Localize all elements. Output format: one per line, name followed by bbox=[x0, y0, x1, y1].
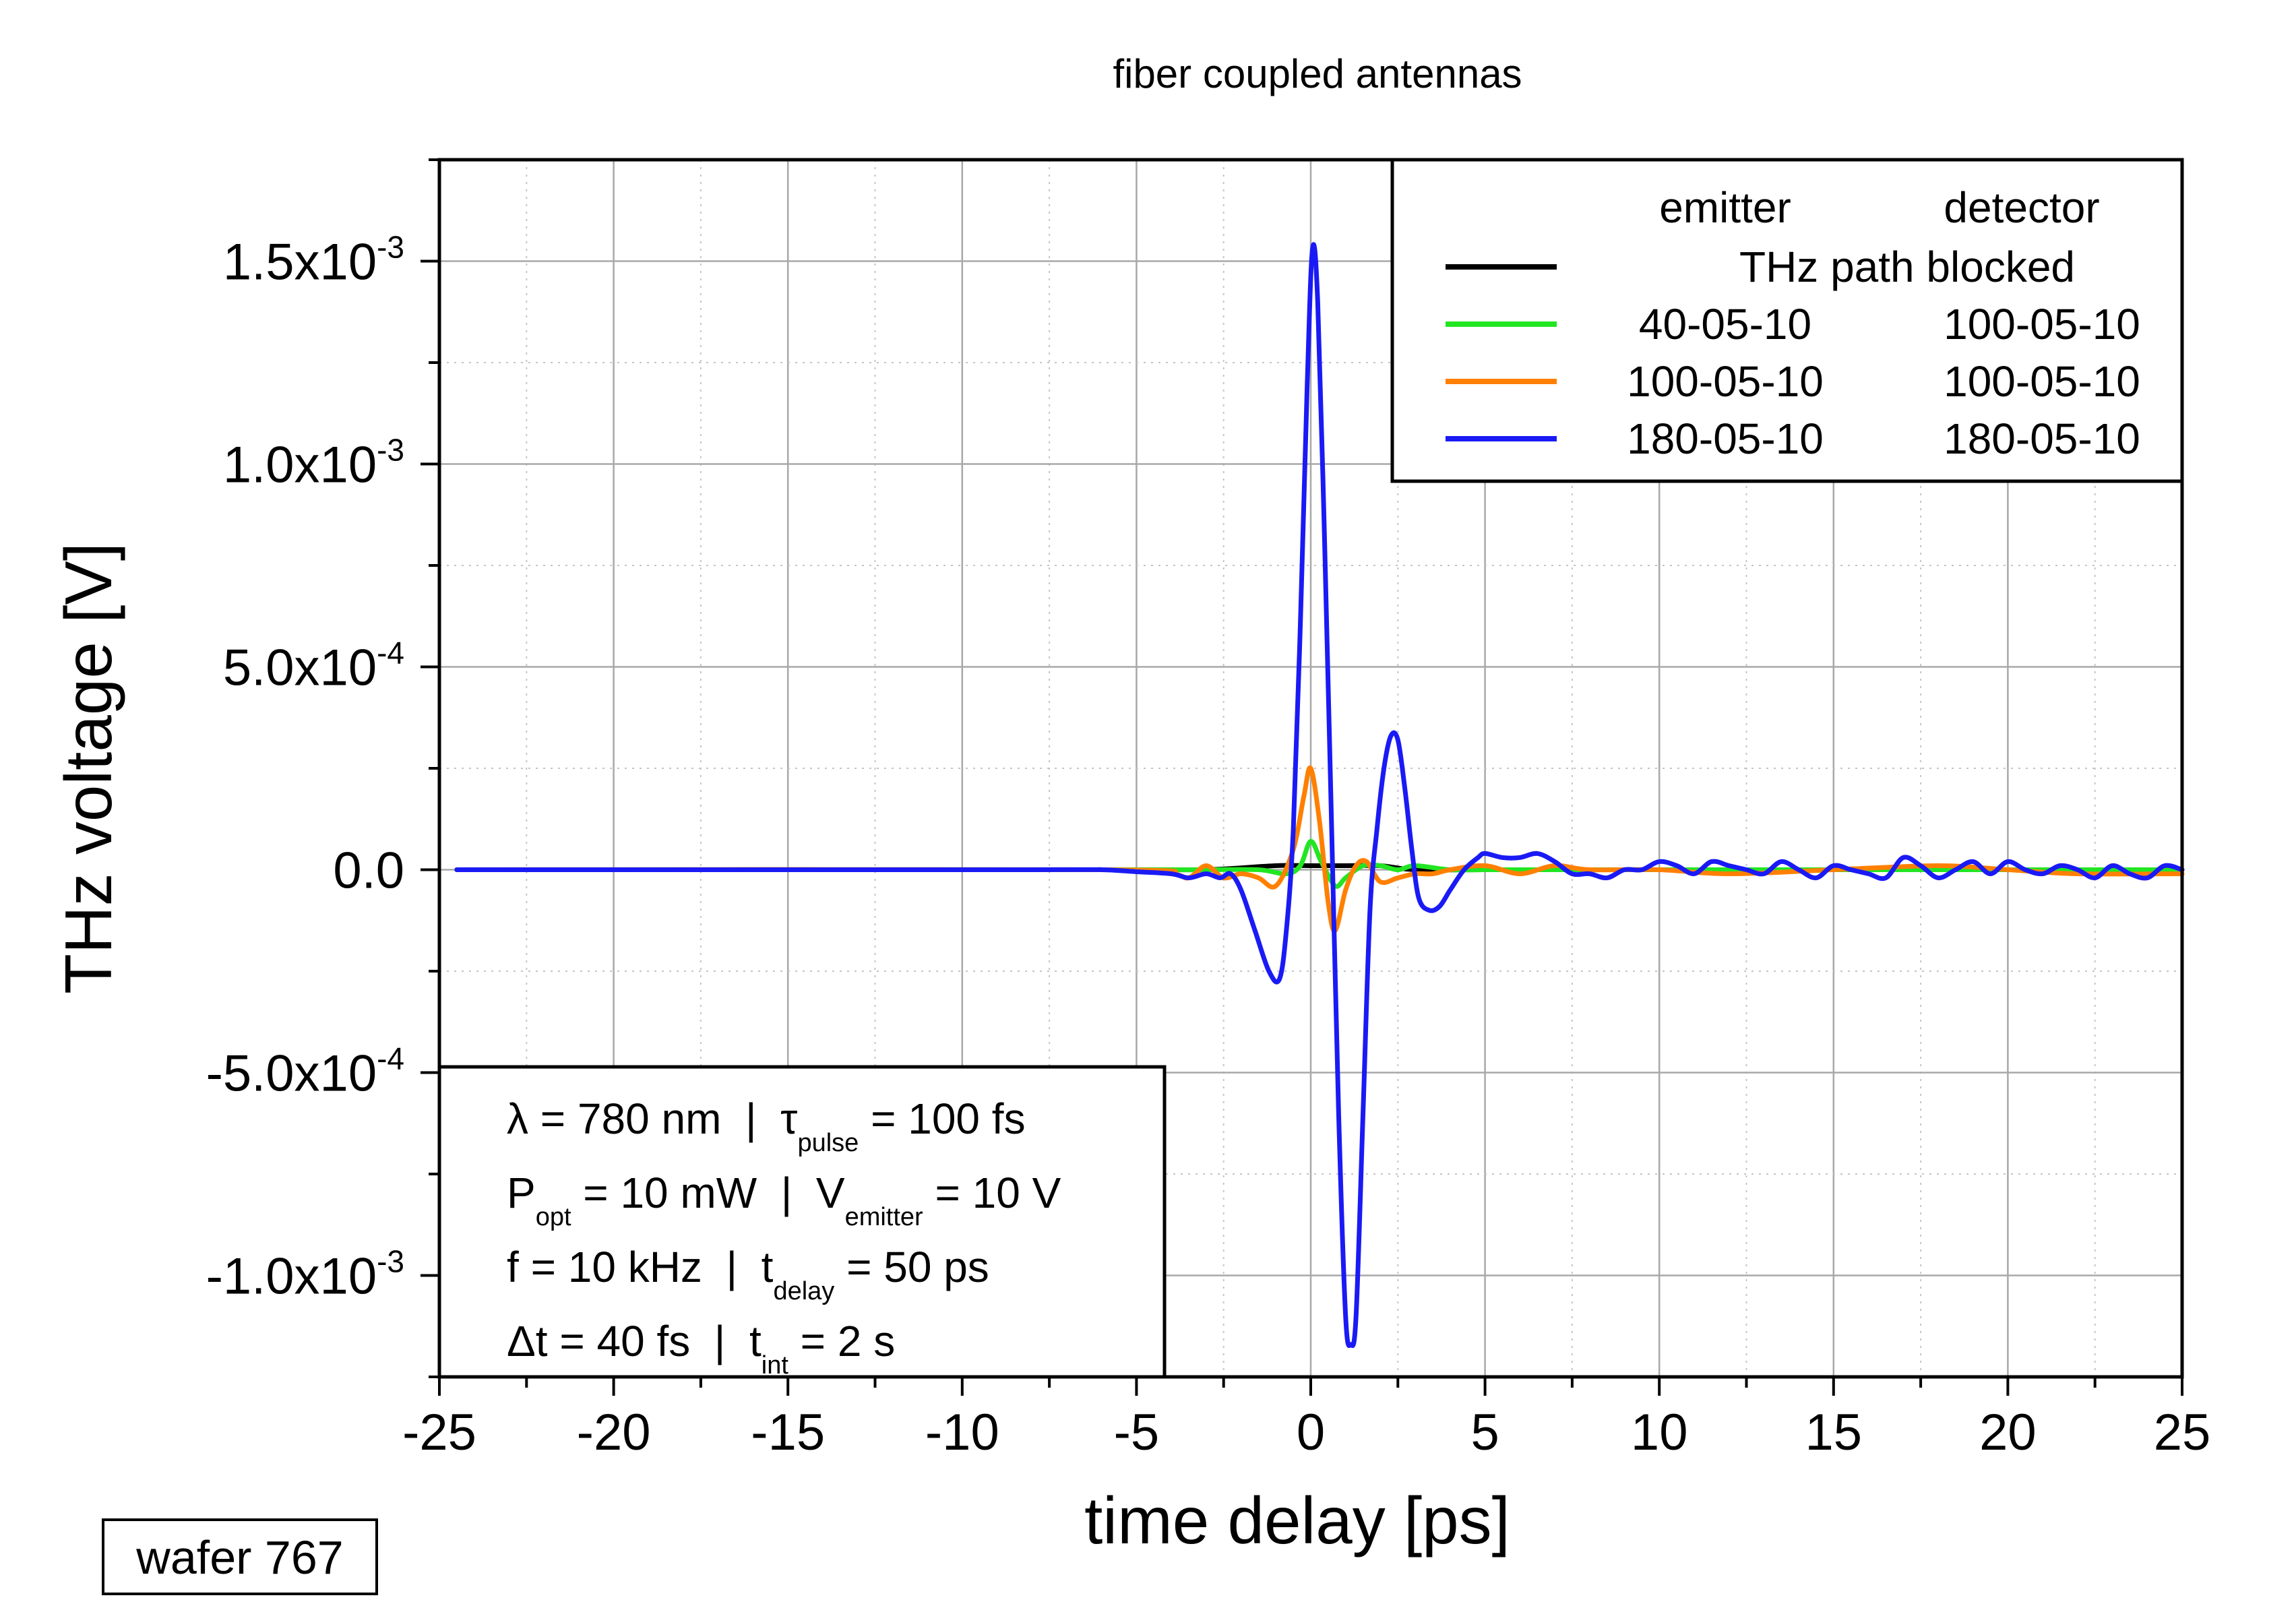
parameter-line: f = 10 kHz | tdelay = 50 ps bbox=[507, 1243, 989, 1305]
legend-box bbox=[1390, 158, 2184, 483]
x-tick-label: -15 bbox=[751, 1404, 825, 1461]
y-tick-label: 0.0 bbox=[333, 842, 404, 900]
x-tick-label: -10 bbox=[925, 1404, 999, 1461]
x-tick-label: 10 bbox=[1631, 1404, 1688, 1461]
axis-ticks: -25 -20 -15 -10 -5 0 5 10 15 20 25 1.5x10-3 1.0x10-3… bbox=[206, 158, 2211, 1461]
y-tick-label: 5.0x10-4 bbox=[223, 636, 404, 697]
legend-emitter-value: 100-05-10 bbox=[1627, 357, 1824, 406]
x-tick-label: -5 bbox=[1114, 1404, 1160, 1461]
series-line-3 bbox=[454, 242, 2185, 1349]
legend-emitter-value: 180-05-10 bbox=[1627, 414, 1824, 463]
parameter-line: λ = 780 nm | τpulse = 100 fs bbox=[507, 1094, 1026, 1157]
y-axis-title: THz voltage [V] bbox=[51, 543, 125, 994]
parameter-line: Popt = 10 mW | Vemitter = 10 V bbox=[507, 1169, 1061, 1231]
parameters-frame bbox=[437, 1065, 1167, 1379]
parameters-box: λ = 780 nm | τpulse = 100 fs Popt = 10 mW… bbox=[437, 1065, 1167, 1380]
series-layer bbox=[454, 242, 2185, 1349]
legend: emitter detector THz path blocked 40-05-10 1… bbox=[1390, 158, 2184, 483]
series-line-2 bbox=[454, 765, 2185, 933]
legend-emitter-value: 40-05-10 bbox=[1639, 300, 1811, 348]
x-axis-title: time delay [ps] bbox=[1084, 1483, 1510, 1557]
x-tick-label: 25 bbox=[2154, 1404, 2211, 1461]
legend-detector-value: 100-05-10 bbox=[1944, 300, 2140, 348]
x-tick-label: 5 bbox=[1470, 1404, 1499, 1461]
x-tick-label: 20 bbox=[1979, 1404, 2037, 1461]
x-tick-label: -25 bbox=[402, 1404, 476, 1461]
legend-detector-value: 180-05-10 bbox=[1944, 414, 2140, 463]
wafer-label-box: wafer 767 bbox=[102, 1518, 378, 1595]
y-tick-label: 1.0x10-3 bbox=[223, 433, 404, 494]
legend-header-emitter: emitter bbox=[1659, 183, 1791, 232]
y-tick-label: -5.0x10-4 bbox=[206, 1041, 404, 1103]
x-tick-label: 15 bbox=[1805, 1404, 1863, 1461]
legend-header-detector: detector bbox=[1944, 183, 2099, 232]
y-tick-label: -1.0x10-3 bbox=[206, 1244, 404, 1305]
x-tick-label: 0 bbox=[1297, 1404, 1325, 1461]
chart-title: fiber coupled antennas bbox=[1113, 51, 1522, 96]
legend-label: THz path blocked bbox=[1739, 243, 2075, 291]
x-tick-label: -20 bbox=[577, 1404, 651, 1461]
parameter-line: Δt = 40 fs | tint = 2 s bbox=[507, 1317, 895, 1380]
y-tick-label: 1.5x10-3 bbox=[223, 230, 404, 291]
legend-detector-value: 100-05-10 bbox=[1944, 357, 2140, 406]
wafer-label: wafer 767 bbox=[135, 1531, 343, 1584]
